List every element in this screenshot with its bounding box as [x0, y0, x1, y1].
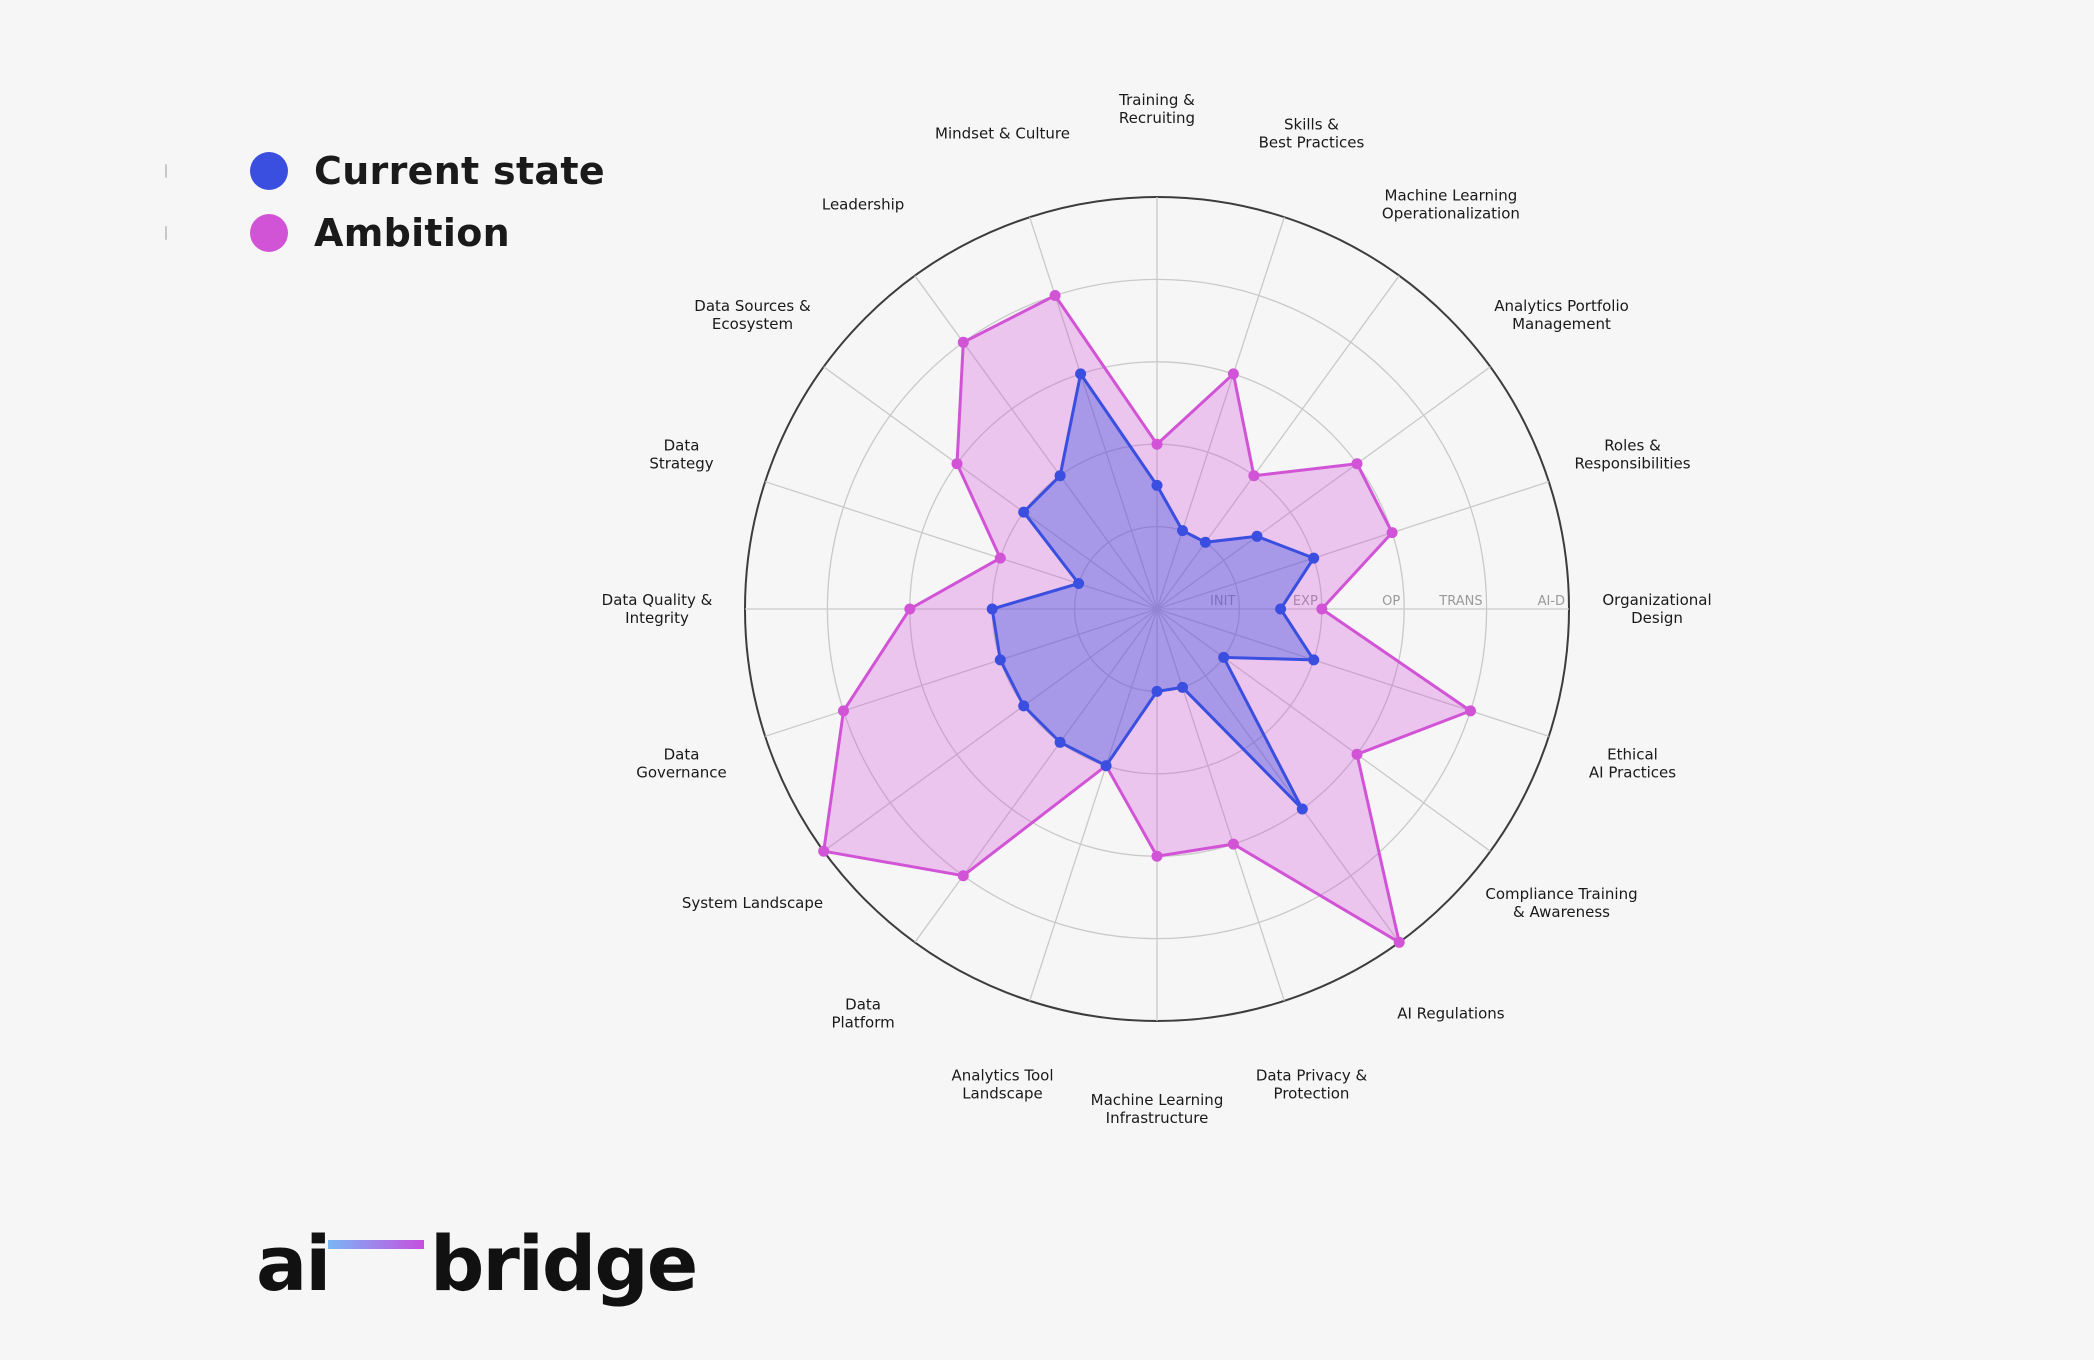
radar-point-ambition[interactable]	[1393, 936, 1405, 948]
radar-level-label: TRANS	[1438, 594, 1482, 609]
radar-category-label: Machine Learning Infrastructure	[1091, 1091, 1224, 1127]
radar-point-current-state[interactable]	[1054, 736, 1066, 748]
radar-point-ambition[interactable]	[1386, 527, 1398, 539]
legend-item-ambition[interactable]: Ambition	[150, 202, 605, 264]
radar-point-current-state[interactable]	[1275, 603, 1287, 615]
legend-label-ambition: Ambition	[314, 211, 510, 255]
radar-point-current-state[interactable]	[1018, 506, 1030, 518]
radar-point-current-state[interactable]	[1054, 470, 1066, 482]
radar-point-ambition[interactable]	[957, 870, 969, 882]
radar-point-ambition[interactable]	[1316, 603, 1328, 615]
radar-category-label: Leadership	[822, 196, 904, 214]
radar-spoke	[1029, 216, 1158, 610]
radar-spoke	[764, 481, 1158, 610]
radar-point-ambition[interactable]	[1248, 470, 1260, 482]
radar-spoke	[1156, 481, 1550, 610]
radar-category-label: Data Privacy & Protection	[1256, 1067, 1368, 1103]
radar-point-ambition[interactable]	[1151, 438, 1163, 450]
radar-point-current-state[interactable]	[1218, 651, 1230, 663]
logo-gradient-bar	[328, 1240, 424, 1249]
radar-point-current-state[interactable]	[1075, 368, 1087, 380]
radar-category-label: Compliance Training & Awareness	[1485, 885, 1637, 921]
radar-spoke	[823, 608, 1158, 852]
radar-category-label: Skills & Best Practices	[1259, 116, 1365, 152]
radar-point-ambition[interactable]	[1351, 458, 1363, 470]
radar-point-ambition[interactable]	[818, 845, 830, 857]
radar-point-current-state[interactable]	[1100, 760, 1112, 772]
radar-spoke	[1029, 608, 1158, 1002]
radar-category-label: System Landscape	[682, 894, 823, 912]
radar-spoke	[1156, 608, 1550, 737]
radar-point-current-state[interactable]	[994, 654, 1006, 666]
radar-labels: Organizational Design Roles & Responsibilit…	[602, 91, 1712, 1127]
radar-category-label: Data Sources & Ecosystem	[694, 297, 811, 333]
radar-point-current-state[interactable]	[1199, 536, 1211, 548]
radar-category-label: Data Quality & Integrity	[602, 591, 713, 627]
legend-toggle-marker	[165, 226, 167, 240]
radar-category-label: Analytics Tool Landscape	[951, 1067, 1053, 1103]
legend-swatch-current-state	[250, 152, 288, 190]
radar-spoke	[1156, 608, 1285, 1002]
radar-series	[818, 290, 1476, 948]
radar-point-current-state[interactable]	[1151, 479, 1163, 491]
radar-category-label: Ethical AI Practices	[1589, 746, 1676, 782]
radar-category-label: Data Strategy	[649, 437, 713, 473]
radar-spoke	[823, 366, 1158, 610]
radar-category-label: Analytics Portfolio Management	[1494, 297, 1629, 333]
legend: Current state Ambition	[150, 140, 605, 264]
radar-point-current-state[interactable]	[1177, 681, 1188, 693]
radar-point-ambition[interactable]	[957, 336, 969, 348]
radar-point-ambition[interactable]	[1465, 705, 1476, 717]
radar-spoke	[1156, 608, 1400, 943]
radar-point-current-state[interactable]	[1308, 552, 1320, 564]
radar-spoke	[1156, 275, 1400, 610]
legend-item-current-state[interactable]: Current state	[150, 140, 605, 202]
radar-category-label: Roles & Responsibilities	[1574, 437, 1690, 473]
radar-point-current-state[interactable]	[986, 603, 998, 615]
radar-point-current-state[interactable]	[1308, 654, 1320, 666]
radar-point-current-state[interactable]	[1151, 685, 1163, 697]
radar-point-current-state[interactable]	[1073, 578, 1085, 589]
radar-category-label: Machine Learning Operationalization	[1382, 187, 1520, 223]
radar-point-ambition[interactable]	[951, 458, 963, 470]
radar-category-label: Data Governance	[636, 746, 727, 782]
radar-level-label: OP	[1382, 594, 1400, 609]
radar-point-ambition[interactable]	[1227, 838, 1239, 850]
radar-level-label: EXP	[1293, 594, 1318, 609]
legend-label-current-state: Current state	[314, 149, 605, 193]
radar-spoke	[914, 608, 1158, 943]
radar-point-ambition[interactable]	[1351, 748, 1363, 760]
radar-spoke	[764, 608, 1158, 737]
radar-point-ambition[interactable]	[1049, 290, 1061, 301]
radar-point-ambition[interactable]	[994, 552, 1006, 564]
radar-category-label: Organizational Design	[1602, 591, 1711, 627]
radar-point-current-state[interactable]	[1177, 525, 1188, 537]
radar-point-ambition[interactable]	[1227, 368, 1239, 380]
radar-category-label: Mindset & Culture	[935, 125, 1070, 143]
radar-category-label: AI Regulations	[1397, 1005, 1505, 1023]
radar-point-current-state[interactable]	[1296, 803, 1308, 815]
radar-point-ambition[interactable]	[904, 603, 916, 615]
radar-level-label: INIT	[1210, 594, 1235, 609]
radar-category-label: Data Platform	[831, 996, 894, 1032]
radar-spoke	[914, 275, 1158, 610]
legend-swatch-ambition	[250, 214, 288, 252]
logo-text-bridge: bridge	[430, 1219, 698, 1308]
radar-level-label: AI-D	[1538, 594, 1565, 609]
ai-bridge-logo: ai bridge	[256, 1219, 698, 1308]
radar-point-ambition[interactable]	[1151, 850, 1163, 862]
radar-point-ambition[interactable]	[838, 705, 849, 717]
radar-point-current-state[interactable]	[1251, 530, 1263, 542]
radar-spoke	[1156, 608, 1491, 852]
legend-toggle-marker	[165, 164, 167, 178]
logo-text-ai: ai	[256, 1219, 331, 1308]
radar-spoke	[1156, 216, 1285, 610]
radar-category-label: Training & Recruiting	[1118, 91, 1195, 127]
radar-spoke	[1156, 366, 1491, 610]
radar-point-current-state[interactable]	[1018, 700, 1030, 712]
